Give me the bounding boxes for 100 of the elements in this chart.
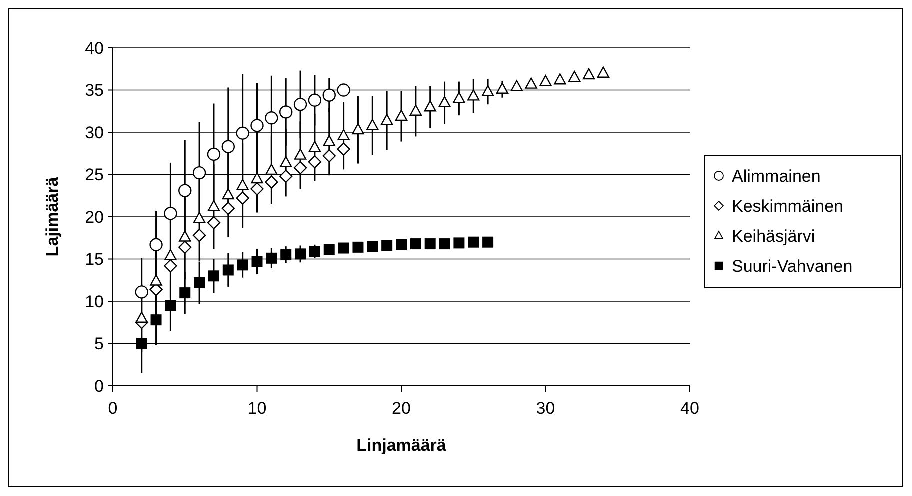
point <box>367 241 378 252</box>
x-tick-label: 40 <box>680 399 700 418</box>
point <box>468 236 480 248</box>
point <box>338 129 350 140</box>
point <box>135 286 148 299</box>
point <box>453 92 466 104</box>
point <box>280 106 293 119</box>
point <box>496 82 509 94</box>
y-tick-label: 0 <box>94 376 104 396</box>
point <box>164 249 177 260</box>
point <box>322 150 336 163</box>
point <box>150 274 162 286</box>
point <box>382 240 393 252</box>
point <box>510 80 523 92</box>
point <box>207 216 221 230</box>
point <box>323 135 336 146</box>
point <box>208 270 220 282</box>
point <box>454 238 465 249</box>
point <box>136 338 148 350</box>
point <box>324 244 335 256</box>
y-tick-label: 25 <box>85 166 104 185</box>
point <box>222 264 234 276</box>
legend-label: Suuri-Vahvanen <box>732 256 853 276</box>
point <box>352 242 364 253</box>
y-tick-label: 5 <box>94 334 104 354</box>
x-tick-label: 10 <box>248 399 267 418</box>
point <box>294 161 308 175</box>
point <box>468 90 480 101</box>
point <box>266 252 278 264</box>
point <box>252 256 263 268</box>
point <box>295 248 306 260</box>
point <box>236 192 250 206</box>
point <box>192 228 206 242</box>
point <box>424 238 436 250</box>
point <box>322 88 336 102</box>
point <box>482 85 494 97</box>
point <box>568 70 581 82</box>
point <box>179 230 192 242</box>
point <box>337 142 350 156</box>
point <box>164 207 178 220</box>
legend-label: Alimmainen <box>732 166 821 186</box>
point <box>194 277 206 288</box>
point <box>380 114 394 126</box>
point <box>250 119 264 132</box>
point <box>164 259 178 273</box>
point <box>294 148 307 160</box>
point <box>178 240 192 254</box>
point <box>236 126 250 140</box>
point <box>424 100 436 112</box>
point <box>280 156 292 168</box>
point <box>482 236 494 248</box>
point <box>208 200 220 212</box>
point <box>222 202 235 216</box>
point <box>280 170 293 184</box>
point <box>582 68 596 80</box>
point <box>193 212 206 224</box>
point <box>237 260 248 271</box>
y-tick-label: 30 <box>85 123 104 142</box>
point <box>525 78 538 89</box>
point <box>338 242 350 254</box>
point <box>178 184 192 198</box>
point <box>554 74 566 85</box>
y-tick-label: 10 <box>85 292 104 312</box>
point <box>308 155 322 169</box>
y-tick-label: 20 <box>85 208 104 227</box>
point <box>395 110 408 122</box>
y-tick-label: 35 <box>85 81 104 100</box>
point <box>192 166 206 180</box>
point <box>352 123 364 135</box>
point <box>222 188 234 200</box>
y-axis-title: Lajimäärä <box>43 176 62 257</box>
point <box>366 119 379 130</box>
point <box>222 140 235 154</box>
point <box>309 246 320 258</box>
point <box>280 250 292 261</box>
point <box>251 172 264 184</box>
point <box>265 112 278 125</box>
legend-label: Keihäsjärvi <box>732 226 816 246</box>
point <box>265 176 278 189</box>
point <box>308 94 322 107</box>
point <box>180 288 191 299</box>
point <box>150 314 162 326</box>
point <box>597 66 610 78</box>
point <box>165 300 176 312</box>
point <box>250 182 264 196</box>
point <box>410 238 422 250</box>
point <box>236 179 249 190</box>
y-tick-label: 40 <box>85 38 104 58</box>
point <box>207 148 221 162</box>
point <box>337 84 350 97</box>
legend-label: Keskimmäinen <box>732 196 844 216</box>
point <box>294 98 308 112</box>
x-axis-title: Linjamäärä <box>356 436 447 455</box>
point <box>396 239 407 250</box>
point <box>150 238 163 252</box>
x-tick-label: 0 <box>108 399 118 418</box>
x-tick-label: 20 <box>392 399 411 418</box>
point <box>266 164 278 176</box>
point <box>540 75 552 86</box>
point <box>136 312 148 323</box>
